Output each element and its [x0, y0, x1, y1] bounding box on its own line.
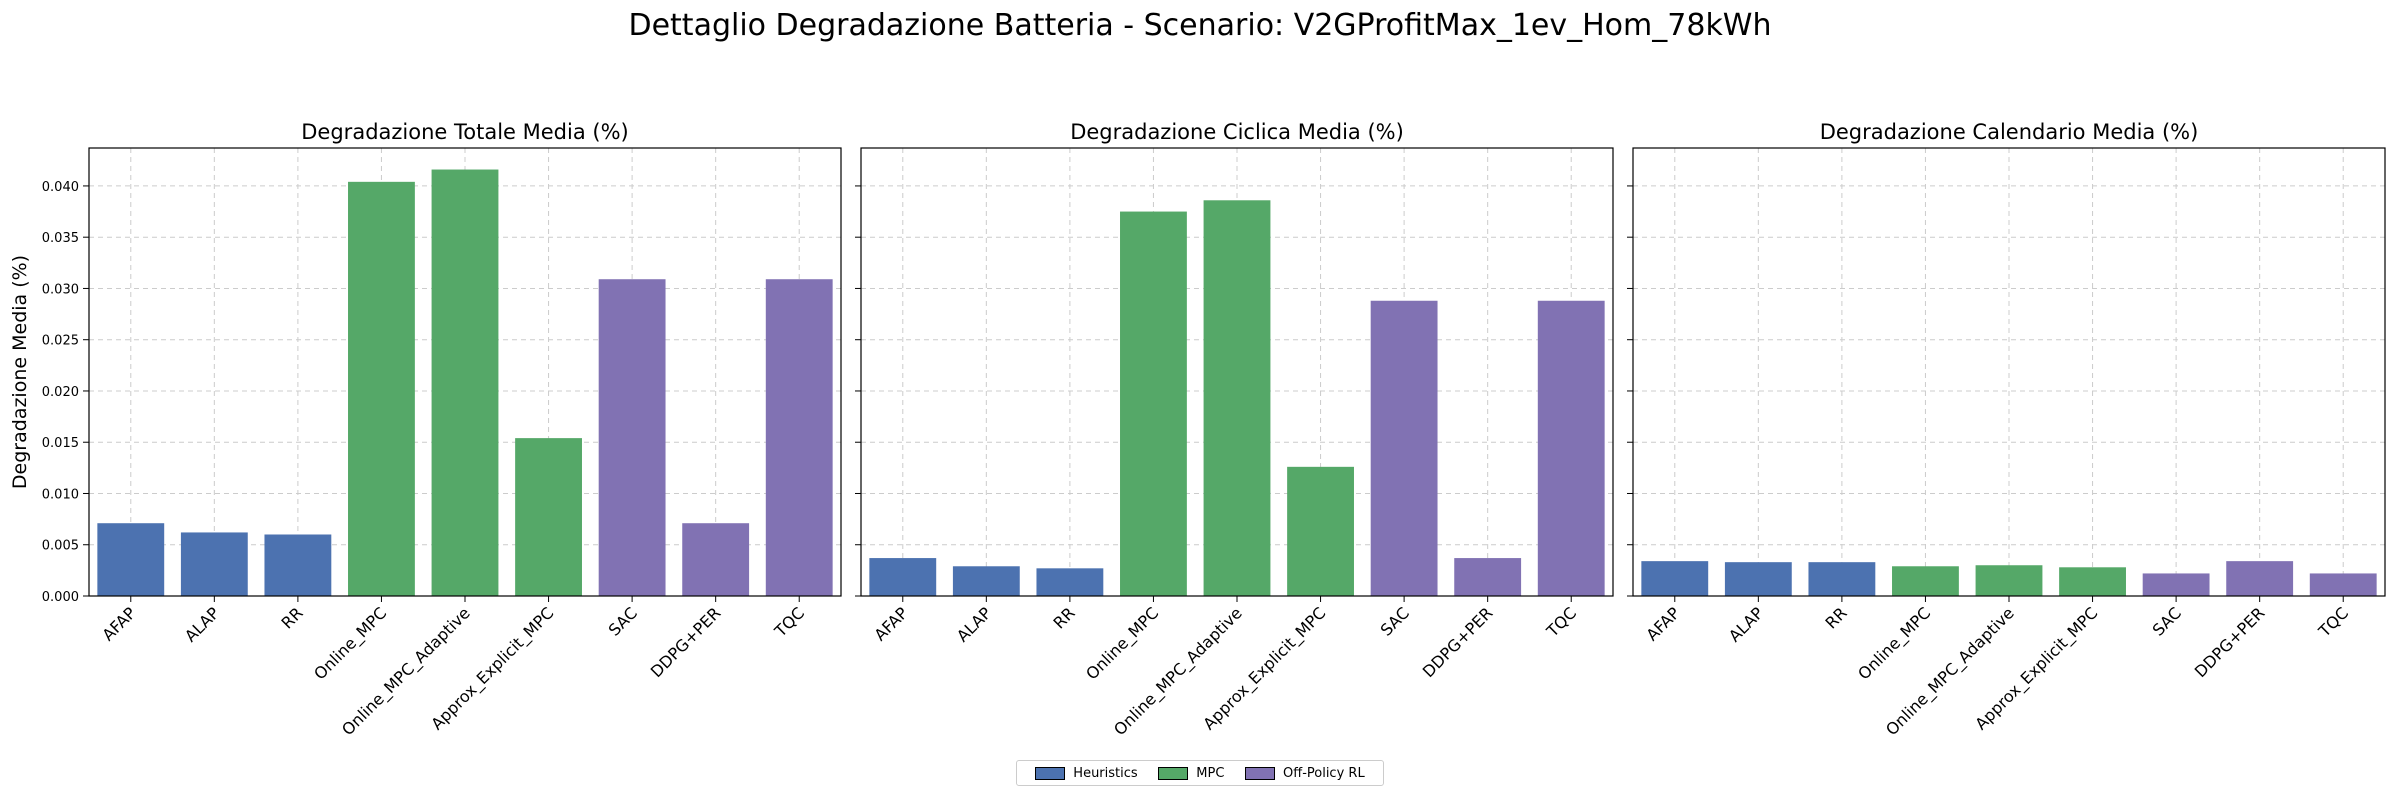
y-tick-label: 0.020 [42, 385, 79, 400]
x-tick-label: ALAP [181, 603, 224, 646]
bar [1203, 200, 1271, 596]
x-tick-label: TQC [1542, 603, 1580, 641]
bar [1975, 565, 2043, 596]
bar [2059, 567, 2126, 596]
bar [1454, 558, 1522, 596]
y-tick-label: 0.035 [42, 231, 79, 246]
legend-label-heuristics: Heuristics [1073, 765, 1138, 781]
y-tick-label: 0.005 [42, 539, 79, 554]
x-tick-label: SAC [2149, 603, 2185, 639]
x-tick-label: AFAP [98, 603, 139, 644]
x-tick-label: ALAP [953, 603, 996, 646]
x-tick-label: Online_MPC [310, 603, 391, 684]
bar [180, 532, 248, 596]
bar [765, 279, 833, 596]
bar [598, 279, 666, 596]
x-tick-label: DDPG+PER [2191, 603, 2269, 681]
bar [1724, 562, 1792, 596]
bar [682, 523, 750, 596]
x-tick-label: SAC [1377, 603, 1413, 639]
y-axis-label: Degradazione Media (%) [9, 255, 31, 489]
bar [1287, 466, 1354, 596]
bar [1036, 568, 1104, 596]
bar [97, 523, 165, 596]
legend-swatch-heuristics [1035, 766, 1066, 780]
legend-label-off-policy-rl: Off-Policy RL [1283, 765, 1365, 781]
bar [1641, 561, 1709, 596]
x-tick-label: DDPG+PER [1419, 603, 1497, 681]
legend: Heuristics MPC Off-Policy RL [1016, 760, 1384, 786]
bar [1370, 300, 1438, 596]
y-tick-label: 0.030 [42, 282, 79, 297]
bar [348, 181, 415, 596]
y-tick-label: 0.025 [42, 334, 79, 349]
x-tick-label: Online_MPC [1854, 603, 1935, 684]
x-tick-label: RR [1822, 603, 1851, 632]
y-tick-label: 0.000 [42, 590, 79, 605]
panel-title: Degradazione Calendario Media (%) [1820, 120, 2199, 144]
y-tick-label: 0.010 [42, 487, 79, 502]
bar [2226, 561, 2294, 596]
y-tick-label: 0.040 [42, 180, 79, 195]
x-tick-label: RR [278, 603, 307, 632]
bar [431, 169, 499, 596]
legend-item-off-policy-rl: Off-Policy RL [1245, 766, 1365, 781]
bar [2142, 573, 2210, 596]
bar [952, 566, 1020, 596]
legend-label-mpc: MPC [1196, 765, 1225, 781]
x-tick-label: AFAP [1642, 603, 1683, 644]
bar [515, 438, 582, 596]
bar [1892, 566, 1959, 596]
y-tick-label: 0.015 [42, 436, 79, 451]
bar [1537, 300, 1605, 596]
figure-title: Dettaglio Degradazione Batteria - Scenar… [628, 8, 1772, 43]
legend-swatch-off-policy-rl [1245, 766, 1275, 780]
bar [264, 534, 332, 596]
panel-title: Degradazione Totale Media (%) [301, 120, 628, 144]
x-tick-label: ALAP [1725, 603, 1768, 646]
legend-swatch-mpc [1158, 766, 1189, 780]
legend-item-mpc: MPC [1158, 766, 1224, 781]
x-tick-label: RR [1050, 603, 1079, 632]
bar [1120, 211, 1187, 596]
x-tick-label: TQC [770, 603, 808, 641]
x-tick-label: SAC [605, 603, 641, 639]
bar [869, 558, 937, 596]
x-tick-label: AFAP [870, 603, 911, 644]
x-tick-label: Online_MPC [1082, 603, 1163, 684]
bar [2309, 573, 2377, 596]
legend-item-heuristics: Heuristics [1035, 765, 1138, 781]
panel-title: Degradazione Ciclica Media (%) [1070, 120, 1404, 144]
x-tick-label: DDPG+PER [647, 603, 725, 681]
x-tick-label: TQC [2314, 603, 2352, 641]
bar [1808, 562, 1876, 596]
